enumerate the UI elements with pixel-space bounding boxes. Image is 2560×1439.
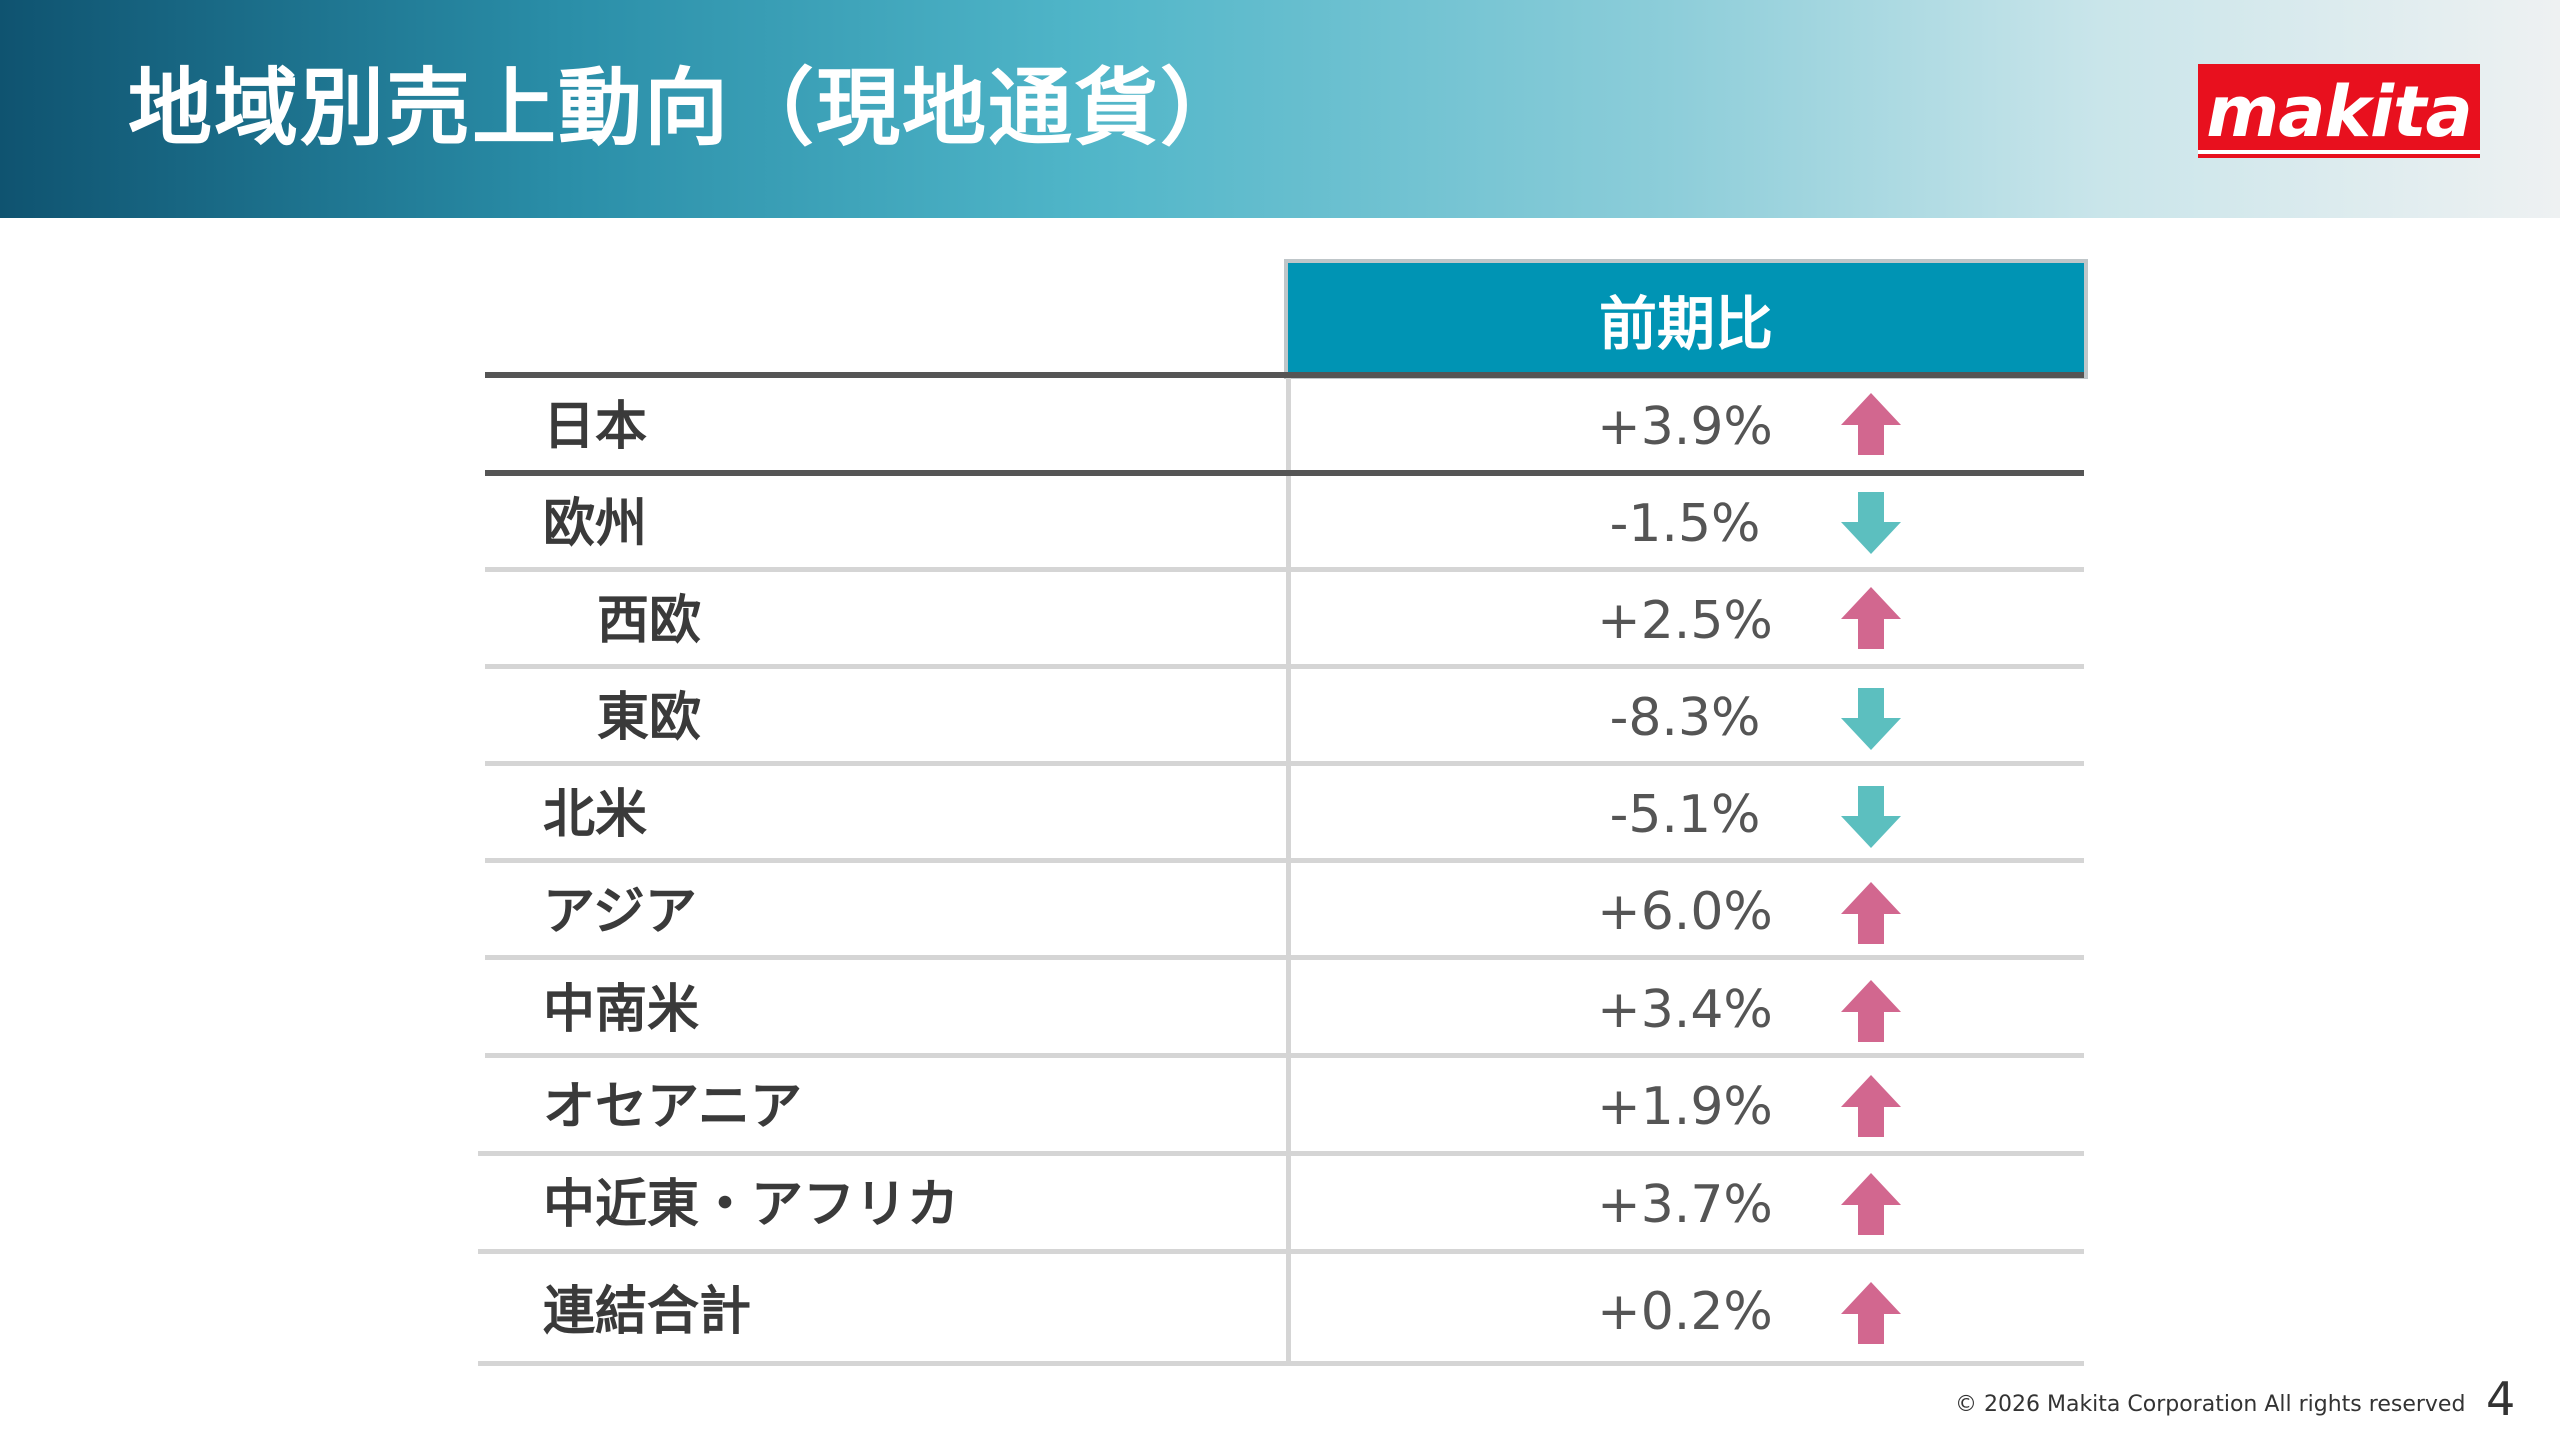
row-value-north-america: -5.1% bbox=[1609, 785, 1761, 845]
arrow-down-icon bbox=[1841, 688, 1901, 750]
arrow-up-icon bbox=[1841, 587, 1901, 649]
row-value-japan: +3.9% bbox=[1597, 397, 1773, 457]
row-label-europe: 欧州 bbox=[543, 494, 648, 554]
arrow-up-icon bbox=[1841, 393, 1901, 455]
row-rule bbox=[485, 470, 2084, 476]
page-title: 地域別売上動向（現地通貨） bbox=[128, 59, 1247, 157]
row-rule bbox=[485, 858, 2084, 863]
arrow-up-icon bbox=[1841, 882, 1901, 944]
row-rule bbox=[485, 761, 2084, 766]
row-rule bbox=[485, 664, 2084, 669]
row-label-japan: 日本 bbox=[543, 397, 648, 457]
copyright-notice: © 2026 Makita Corporation All rights res… bbox=[1955, 1392, 2466, 1417]
row-value-middle-east-africa: +3.7% bbox=[1597, 1175, 1773, 1235]
makita-logo: makita bbox=[2198, 64, 2480, 158]
row-value-europe: -1.5% bbox=[1609, 494, 1761, 554]
row-rule bbox=[485, 1053, 2084, 1058]
row-label-north-america: 北米 bbox=[543, 785, 648, 845]
table-divider-vertical bbox=[1286, 375, 1291, 1365]
arrow-down-icon bbox=[1841, 786, 1901, 848]
row-value-western-europe: +2.5% bbox=[1597, 591, 1773, 651]
page-number: 4 bbox=[2486, 1372, 2516, 1426]
table-header-rule bbox=[485, 372, 2084, 378]
row-rule bbox=[478, 1249, 2084, 1254]
row-rule bbox=[478, 1151, 2084, 1156]
arrow-up-icon bbox=[1841, 1282, 1901, 1344]
row-value-asia: +6.0% bbox=[1597, 882, 1773, 942]
row-value-consolidated-total: +0.2% bbox=[1597, 1282, 1773, 1342]
row-value-latin-america: +3.4% bbox=[1597, 980, 1773, 1040]
column-header-yoy: 前期比 bbox=[1288, 263, 2084, 375]
row-rule bbox=[485, 955, 2084, 960]
row-value-eastern-europe: -8.3% bbox=[1609, 688, 1761, 748]
arrow-down-icon bbox=[1841, 492, 1901, 554]
row-value-oceania: +1.9% bbox=[1597, 1077, 1773, 1137]
row-label-consolidated-total: 連結合計 bbox=[543, 1282, 752, 1342]
header-banner bbox=[0, 0, 2560, 218]
row-label-eastern-europe: 東欧 bbox=[597, 688, 702, 748]
row-label-oceania: オセアニア bbox=[543, 1077, 802, 1137]
arrow-up-icon bbox=[1841, 1173, 1901, 1235]
row-label-latin-america: 中南米 bbox=[543, 980, 700, 1040]
row-rule bbox=[485, 567, 2084, 572]
logo-text: makita bbox=[2206, 71, 2472, 153]
table-bottom-rule bbox=[478, 1361, 2084, 1366]
row-label-western-europe: 西欧 bbox=[597, 591, 702, 651]
logo-underline bbox=[2198, 150, 2480, 154]
row-label-asia: アジア bbox=[543, 882, 697, 942]
arrow-up-icon bbox=[1841, 1075, 1901, 1137]
arrow-up-icon bbox=[1841, 980, 1901, 1042]
row-label-middle-east-africa: 中近東・アフリカ bbox=[543, 1175, 960, 1235]
